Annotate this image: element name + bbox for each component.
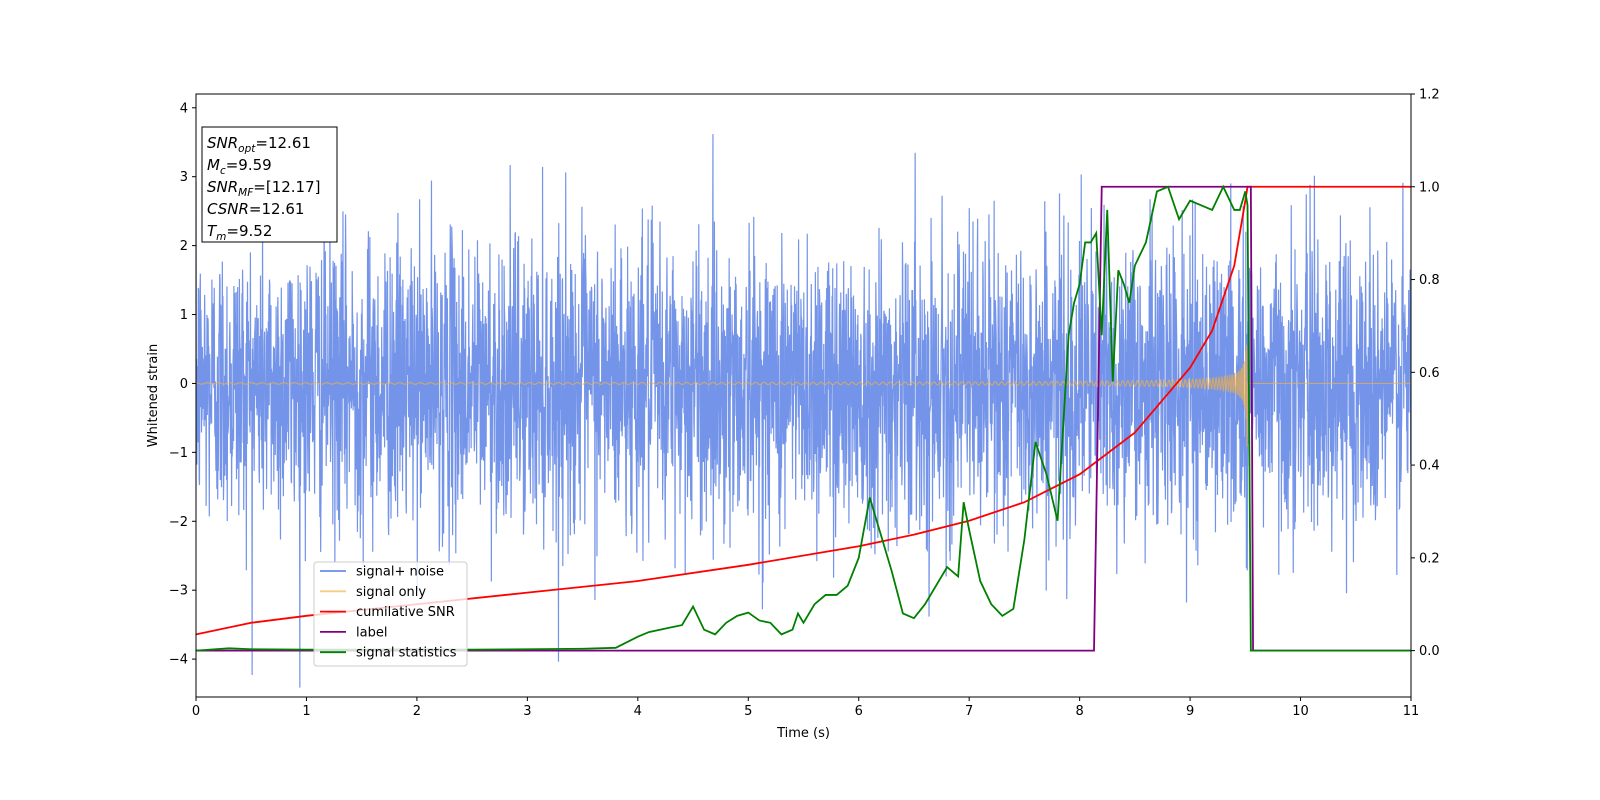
y-left-tick-label: 2 [180,239,188,254]
x-tick-label: 1 [302,704,310,719]
y-left-tick-label: −2 [169,515,188,530]
legend-label: signal only [356,585,426,600]
info-box-line: SNRopt=12.61 [207,134,311,155]
legend-label: signal statistics [356,646,457,661]
legend-label: signal+ noise [356,565,444,580]
y-right-tick-label: 0.0 [1419,644,1440,659]
legend-label: label [356,625,387,640]
y-right-tick-label: 0.6 [1419,366,1440,381]
x-axis-label: Time (s) [776,726,830,741]
info-box-line: Mc=9.59 [207,156,272,177]
x-tick-label: 5 [744,704,752,719]
legend: signal+ noise signal only cumilative SNR la… [313,561,468,667]
series-signal-statistics [196,184,1411,652]
x-tick-label: 11 [1403,704,1420,719]
x-tick-label: 0 [192,704,200,719]
y-axis-left: −4 −3 −2 −1 0 1 2 3 4 [169,101,196,668]
x-tick-label: 4 [634,704,642,719]
info-box: SNRopt=12.61Mc=9.59SNRMF=[12.17]CSNR=12.… [201,126,338,243]
y-right-tick-label: 0.4 [1419,459,1440,474]
y-axis-label: Whitened strain [146,344,161,447]
y-left-tick-label: 4 [180,101,188,116]
y-left-tick-label: −1 [169,446,188,461]
info-box-line: SNRMF=[12.17] [207,178,321,199]
info-box-line: CSNR=12.61 [207,200,304,218]
y-right-tick-label: 0.8 [1419,273,1440,288]
x-tick-label: 3 [523,704,531,719]
x-tick-label: 8 [1075,704,1083,719]
plot-frame [195,93,1412,698]
x-tick-label: 9 [1186,704,1194,719]
x-tick-label: 6 [855,704,863,719]
x-tick-label: 7 [965,704,973,719]
y-left-tick-label: 3 [180,170,188,185]
y-axis-right: 0.0 0.2 0.4 0.6 0.8 1.0 1.2 [1411,88,1440,659]
series-cumilative-snr [196,185,1411,636]
info-box-line: Tm=9.52 [207,222,272,243]
series-signal-only [196,344,1411,447]
y-left-tick-label: −4 [169,653,188,668]
y-left-tick-label: 0 [180,377,188,392]
y-left-tick-label: −3 [169,584,188,599]
y-left-tick-label: 1 [180,308,188,323]
x-tick-label: 10 [1292,704,1309,719]
series-layer [196,134,1411,688]
info-box-frame [201,126,338,243]
x-axis: 0 1 2 3 4 5 6 7 8 9 10 11 [192,697,1419,719]
series-signal-plus-noise [196,134,1411,688]
y-right-tick-label: 1.0 [1419,180,1440,195]
x-tick-label: 2 [413,704,421,719]
legend-frame [313,561,468,667]
y-right-tick-label: 0.2 [1419,551,1440,566]
legend-label: cumilative SNR [356,605,455,620]
y-right-tick-label: 1.2 [1419,88,1440,103]
